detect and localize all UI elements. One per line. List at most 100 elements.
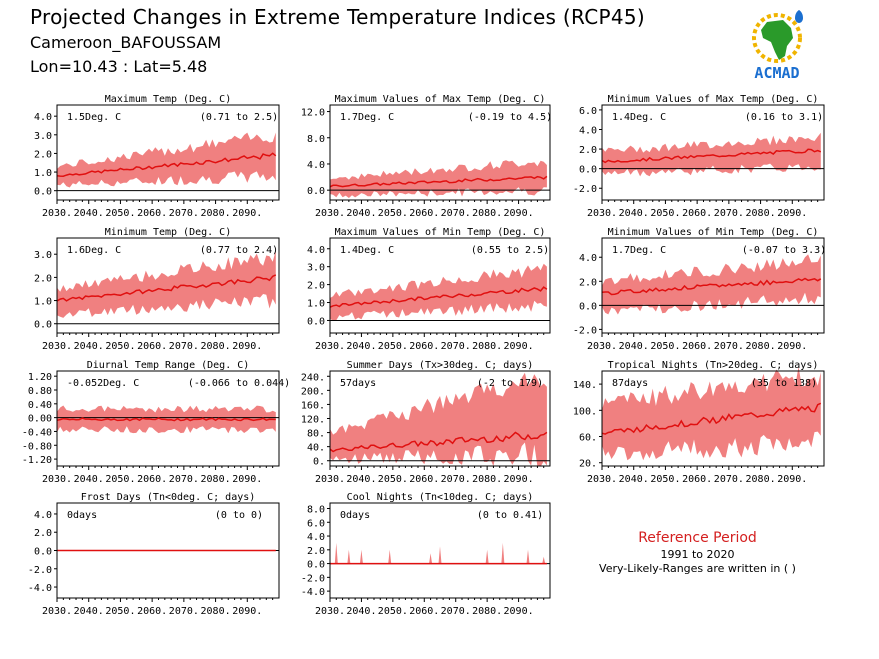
x-tick-label: 2040. [346,474,376,485]
x-tick-label: 2050. [650,474,680,485]
change-value: 1.5Deg. C [67,112,121,123]
y-tick-label: 1.20 [28,372,52,383]
chart-panel: 0.0 1.0 2.0 3.0 2030. 2040. 2050. 2060. 2070. 208… [34,227,280,352]
range-spike [359,549,363,564]
x-tick-label: 2040. [619,208,649,219]
y-tick-label: 3.0 [34,250,52,261]
y-tick-label: 8.0 [307,134,325,145]
y-tick-label: -2.0 [301,573,325,584]
y-tick-label: 0.40 [28,400,52,411]
y-tick-label: 2.0 [34,528,52,539]
x-tick-label: 2080. [201,606,231,617]
x-tick-label: 2060. [137,474,167,485]
x-tick-label: 2030. [315,208,345,219]
likely-range: (-2 to 179) [477,378,543,389]
y-tick-label: 0.0 [307,316,325,327]
x-tick-label: 2090. [232,341,262,352]
chart-panel: -1.20 -0.80 -0.40 0.00 0.40 0.80 1.20 2030. 2040… [22,360,290,485]
y-tick-label: 2.0 [579,145,597,156]
chart-title: Tropical Nights (Tn>20deg. C; days) [608,360,819,371]
plot-frame [56,237,280,334]
y-tick-label: 6.0 [307,518,325,529]
acmad-logo: ACMAD [752,10,803,82]
x-tick-label: 2090. [504,208,534,219]
chart-title: Maximum Values of Max Temp (Deg. C) [335,94,546,105]
x-tick-label: 2080. [472,341,502,352]
range-band [330,372,547,467]
x-tick-label: 2070. [441,606,471,617]
y-tick-label: -2.0 [28,565,52,576]
y-tick-label: 0.80 [28,386,52,397]
x-tick-label: 2090. [777,474,807,485]
plot-frame [329,502,551,599]
x-tick-label: 2060. [137,341,167,352]
x-tick-label: 2070. [714,474,744,485]
change-value: 57days [340,378,376,389]
reference-range-note: Very-Likely-Ranges are written in ( ) [599,562,796,575]
likely-range: (0.16 to 3.1) [745,112,823,123]
x-tick-label: 2040. [619,341,649,352]
coordinates-label: Lon=10.43 : Lat=5.48 [30,57,208,76]
y-tick-label: -0.80 [22,441,52,452]
change-value: 0days [340,510,370,521]
x-tick-label: 2070. [169,341,199,352]
y-tick-label: 4.0 [34,510,52,521]
range-band [57,250,276,318]
y-tick-label: -4.0 [28,583,52,594]
x-tick-label: 2050. [105,341,135,352]
x-tick-label: 2070. [714,341,744,352]
x-tick-label: 2040. [74,606,104,617]
reference-period: 1991 to 2020 [660,548,735,561]
x-tick-label: 2050. [378,474,408,485]
x-tick-label: 2030. [315,341,345,352]
likely-range: (0 to 0) [215,510,263,521]
y-tick-label: 1.0 [34,297,52,308]
y-tick-label: 4.0 [579,125,597,136]
y-tick-label: 3.0 [34,131,52,142]
change-value: 1.7Deg. C [612,245,666,256]
x-tick-label: 2090. [232,606,262,617]
range-spike [526,549,530,564]
likely-range: (-0.066 to 0.044) [188,378,290,389]
chart-panel: -2.0 0.0 2.0 4.0 6.0 2030. 2040. 2050. 2060. 2070… [573,94,825,219]
chart-title: Minimum Values of Min Temp (Deg. C) [608,227,819,238]
likely-range: (0.71 to 2.5) [200,112,278,123]
chart-title: Maximum Temp (Deg. C) [105,94,231,105]
page-title: Projected Changes in Extreme Temperature… [30,5,646,29]
x-tick-label: 2040. [74,341,104,352]
logo-text: ACMAD [754,64,799,82]
x-tick-label: 2070. [169,474,199,485]
y-tick-label: -2.0 [573,184,597,195]
y-tick-label: 20. [579,459,597,470]
y-tick-label: -0.40 [22,427,52,438]
x-tick-label: 2070. [441,208,471,219]
x-tick-label: 2080. [746,341,776,352]
x-tick-label: 2060. [682,341,712,352]
x-tick-label: 2060. [682,208,712,219]
median-line [601,148,822,164]
likely-range: (35 to 138) [751,378,817,389]
reference-title: Reference Period [638,530,757,546]
x-tick-label: 2050. [378,341,408,352]
x-tick-label: 2050. [650,341,680,352]
range-spike [485,549,489,564]
x-tick-label: 2090. [232,474,262,485]
likely-range: (-0.19 to 4.5) [468,112,552,123]
y-tick-label: -4.0 [301,587,325,598]
range-spike [542,556,546,564]
plot-frame [329,237,551,334]
x-tick-label: 2050. [105,606,135,617]
range-band [602,366,821,461]
x-tick-label: 2040. [346,208,376,219]
x-tick-label: 2040. [74,474,104,485]
chart-panel: 0.0 1.0 2.0 3.0 4.0 2030. 2040. 2050. 2060. 2070.… [307,227,551,352]
x-tick-label: 2070. [169,606,199,617]
y-tick-label: 6.0 [579,106,597,117]
x-tick-label: 2040. [74,208,104,219]
y-tick-label: 4.0 [307,160,325,171]
median-line [56,274,277,302]
x-tick-label: 2030. [315,606,345,617]
chart-title: Diurnal Temp Range (Deg. C) [87,360,250,371]
